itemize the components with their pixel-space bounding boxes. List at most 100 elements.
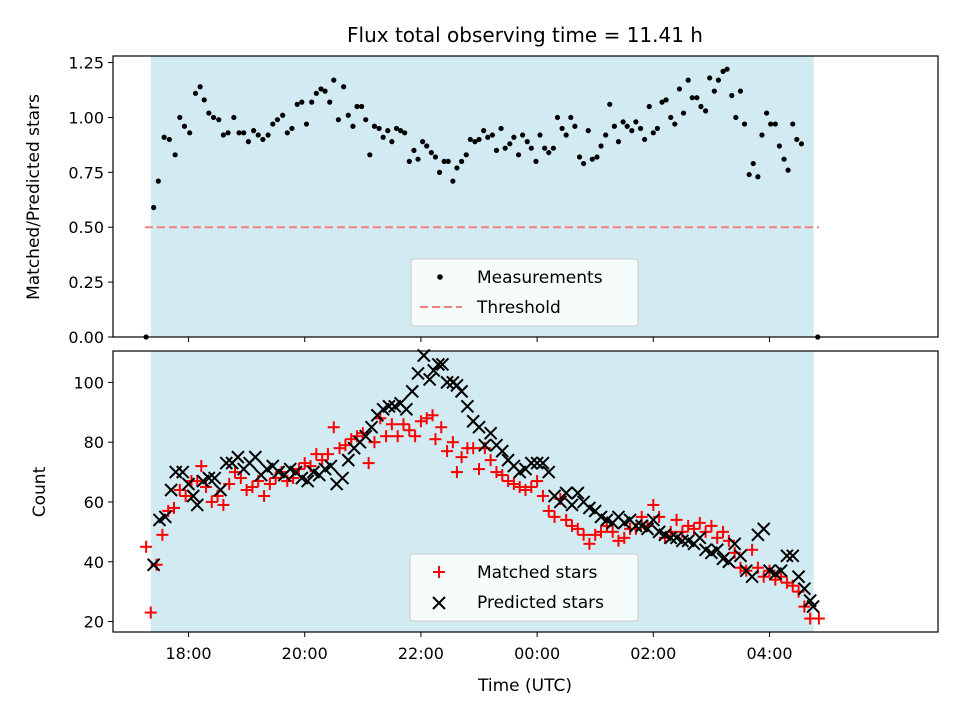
measurement-point — [225, 130, 231, 136]
measurement-point — [363, 117, 369, 123]
measurement-point — [445, 158, 451, 164]
predicted-point — [780, 549, 794, 563]
measurement-point — [260, 136, 266, 143]
measurement-point — [151, 204, 157, 211]
measurement-point — [707, 75, 713, 81]
measurement-point — [776, 143, 782, 149]
measurement-point — [454, 165, 460, 171]
count-marks — [140, 348, 825, 625]
measurement-point — [216, 117, 222, 123]
matched-point — [339, 439, 352, 452]
matched-point — [571, 522, 584, 535]
measurement-point — [420, 139, 426, 145]
predicted-point — [745, 569, 759, 584]
measurement-point — [402, 130, 408, 136]
measurement-point — [750, 160, 756, 167]
measurement-point — [507, 141, 513, 147]
predicted-point — [411, 366, 425, 381]
predicted-point — [431, 357, 446, 372]
predicted-point — [530, 456, 544, 470]
predicted-point — [364, 420, 379, 434]
predicted-point — [806, 599, 820, 614]
predicted-point — [399, 402, 414, 416]
y-tick-label: 20 — [84, 613, 104, 632]
measurement-point — [380, 134, 386, 140]
measurement-point — [603, 132, 609, 138]
matched-point — [385, 418, 398, 431]
matched-point — [560, 513, 573, 526]
predicted-point — [324, 459, 338, 473]
matched-point — [513, 481, 526, 494]
matched-point — [525, 481, 538, 494]
matched-point — [507, 478, 520, 491]
measurement-point — [746, 171, 752, 178]
measurement-point — [236, 130, 242, 136]
matched-point — [531, 475, 544, 488]
measurement-point — [741, 121, 748, 127]
matched-point — [414, 415, 427, 428]
matched-point — [246, 481, 259, 494]
count-panel: 20 40 60 80 100 18:00 20:00 22:00 00:00 02:00 04:… — [30, 348, 939, 696]
matched-point — [362, 457, 375, 470]
measurement-point — [589, 156, 595, 162]
measurement-point — [633, 119, 639, 125]
matched-point — [589, 528, 602, 541]
measurement-point — [524, 139, 530, 145]
matched-point — [812, 612, 825, 625]
measurement-point — [668, 114, 674, 121]
measurement-point — [250, 128, 257, 134]
measurement-point — [181, 123, 188, 129]
measurement-point — [450, 178, 456, 184]
measurement-point — [572, 123, 578, 129]
measurement-point — [220, 132, 226, 138]
measurements-legend-label: Measurements — [477, 268, 603, 288]
measurement-point — [299, 99, 305, 105]
y-tick-label: 0.25 — [68, 273, 104, 292]
matched-point — [473, 463, 486, 476]
matched-point — [519, 484, 532, 497]
predicted-point — [675, 534, 690, 548]
matched-point — [606, 525, 619, 538]
matched-point — [717, 525, 730, 538]
matched-point — [647, 498, 660, 511]
predicted-point — [756, 522, 771, 536]
ratio-panel: 0.00 0.25 0.50 0.75 1.00 1.25 Matched/Predict… — [24, 54, 939, 347]
matched-point — [205, 495, 218, 508]
matched-point — [409, 430, 422, 443]
measurement-point — [720, 68, 726, 74]
x-tick-label: 00:00 — [514, 644, 560, 663]
ratio-legend: Measurements Threshold — [410, 258, 639, 327]
matched-point — [780, 576, 793, 589]
measurement-point — [715, 77, 721, 83]
x-tick-label: 18:00 — [165, 644, 211, 663]
measurement-point — [542, 145, 548, 151]
y-tick-label: 80 — [84, 433, 104, 452]
predicted-point — [335, 471, 350, 485]
measurement-point — [637, 125, 644, 132]
measurement-point — [436, 169, 443, 175]
measurement-point — [406, 158, 412, 164]
measurement-point — [768, 121, 774, 127]
matched-point — [168, 501, 181, 514]
matched-point — [217, 498, 230, 511]
matched-point — [345, 433, 358, 446]
matched-point — [234, 472, 247, 485]
measurement-point — [724, 66, 730, 72]
predicted-point — [791, 569, 806, 584]
matched-point — [435, 421, 448, 434]
matched-point — [140, 540, 153, 553]
matched-point — [496, 469, 509, 482]
matched-point — [502, 475, 515, 488]
predicted-point — [231, 450, 245, 464]
chart-title: Flux total observing time = 11.41 h — [347, 23, 703, 47]
measurement-point — [187, 130, 193, 136]
count-legend: Matched stars Predicted stars — [409, 553, 639, 622]
matched-point — [321, 448, 334, 461]
ratio-y-axis: 0.00 0.25 0.50 0.75 1.00 1.25 — [68, 54, 113, 347]
predicted-point — [176, 465, 190, 479]
measurement-point — [331, 77, 337, 83]
ratio-marks — [143, 66, 821, 340]
matched-point — [711, 531, 724, 544]
measurement-point — [629, 128, 635, 134]
matched-point — [403, 424, 416, 437]
